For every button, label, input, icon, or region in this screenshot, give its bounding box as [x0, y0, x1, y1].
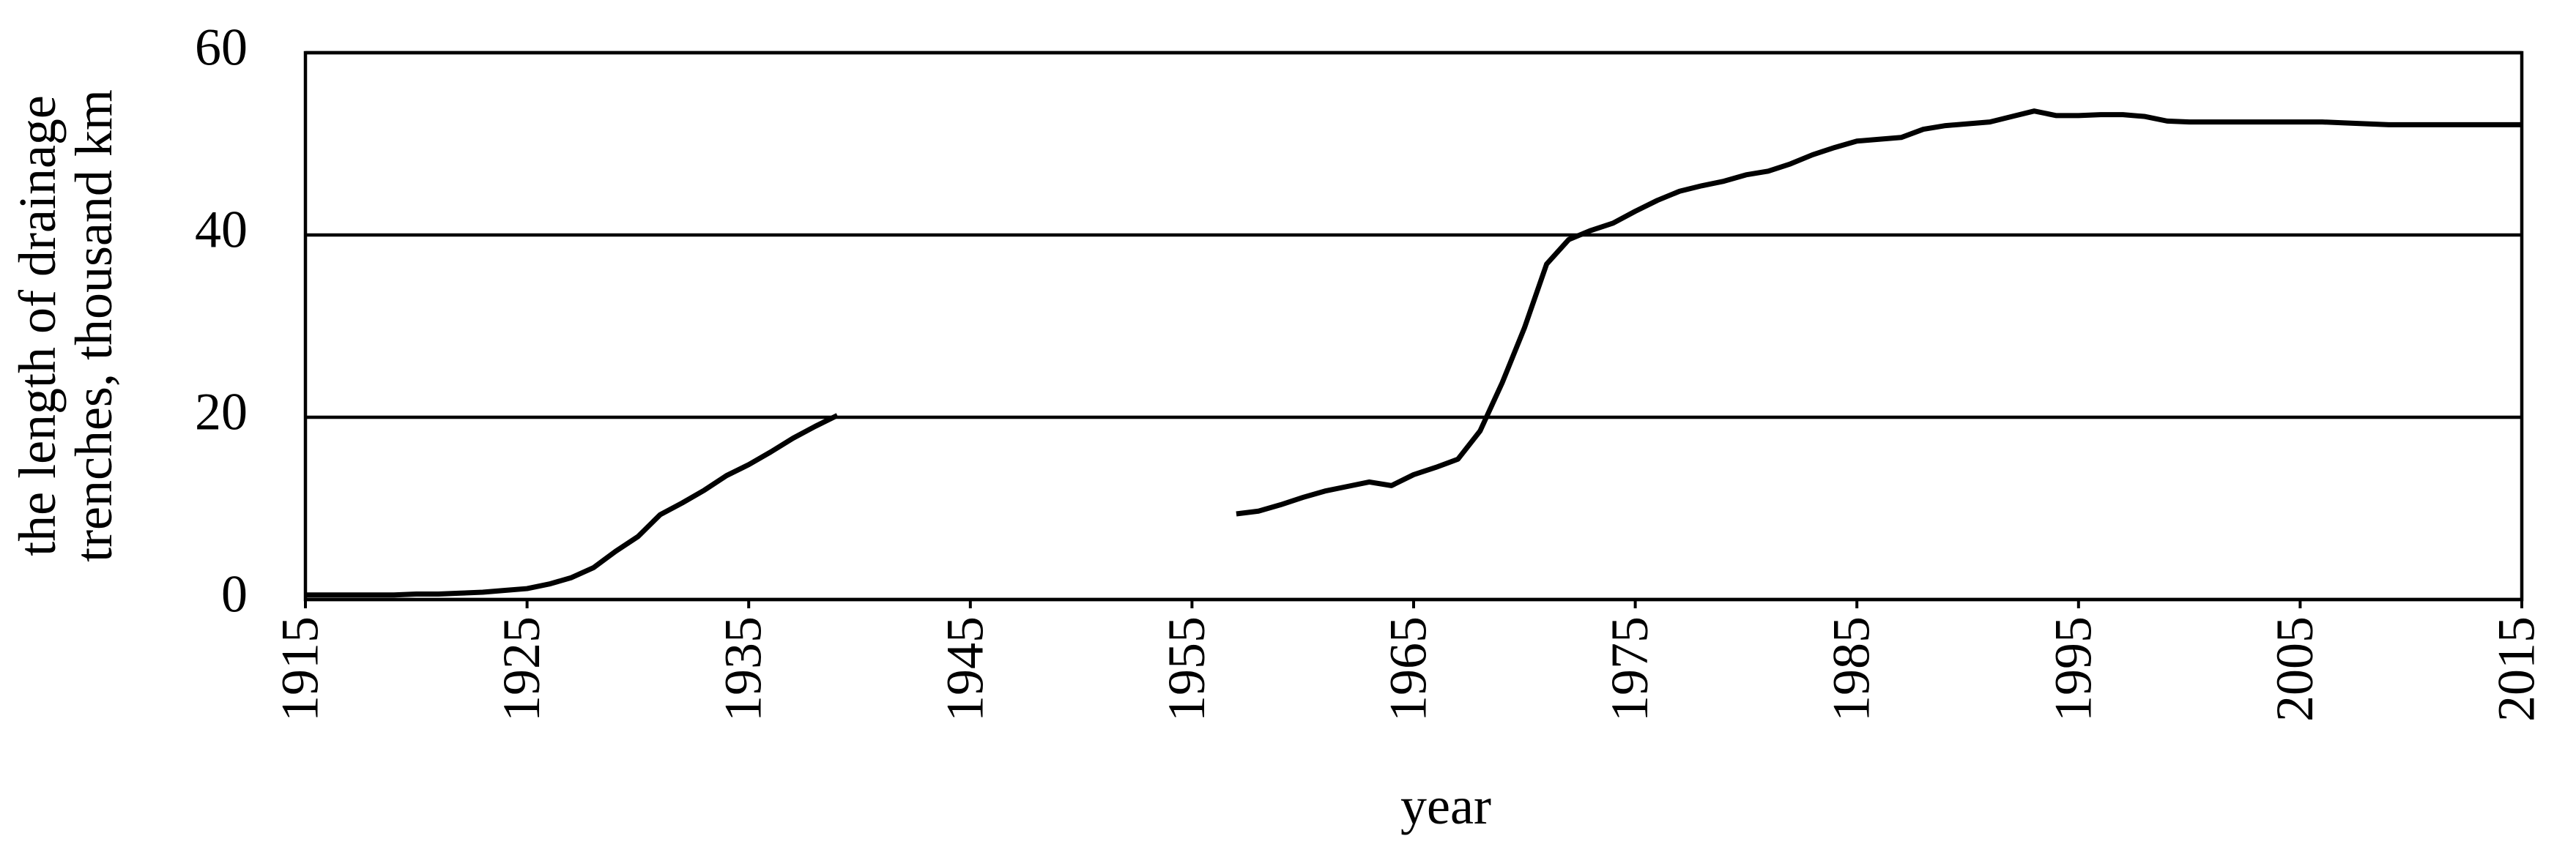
y-tick-label: 40	[195, 201, 248, 259]
x-tick-label: 2015	[2487, 616, 2546, 722]
x-tick-label: 2005	[2265, 616, 2324, 722]
x-tick-label: 1985	[1822, 616, 1881, 722]
y-axis-label: the length of drainage	[8, 95, 67, 556]
x-tick-label: 1925	[492, 616, 551, 722]
x-axis-label: year	[1400, 777, 1491, 835]
plot-frame	[303, 51, 2524, 602]
y-tick-label: 0	[221, 565, 248, 624]
x-tick-label: 1955	[1157, 616, 1216, 722]
x-tick-label: 1965	[1379, 616, 1438, 722]
x-tick-label: 1935	[714, 616, 773, 722]
x-tick-label: 1915	[271, 616, 330, 722]
y-tick-label: 60	[195, 18, 248, 77]
x-tick-label: 1975	[1600, 616, 1659, 722]
y-axis-label: trenches, thousand km	[64, 89, 123, 562]
y-tick-label: 20	[195, 383, 248, 441]
x-tick-label: 1945	[935, 616, 994, 722]
data-line	[305, 108, 2522, 598]
x-tick-label: 1995	[2044, 616, 2102, 722]
